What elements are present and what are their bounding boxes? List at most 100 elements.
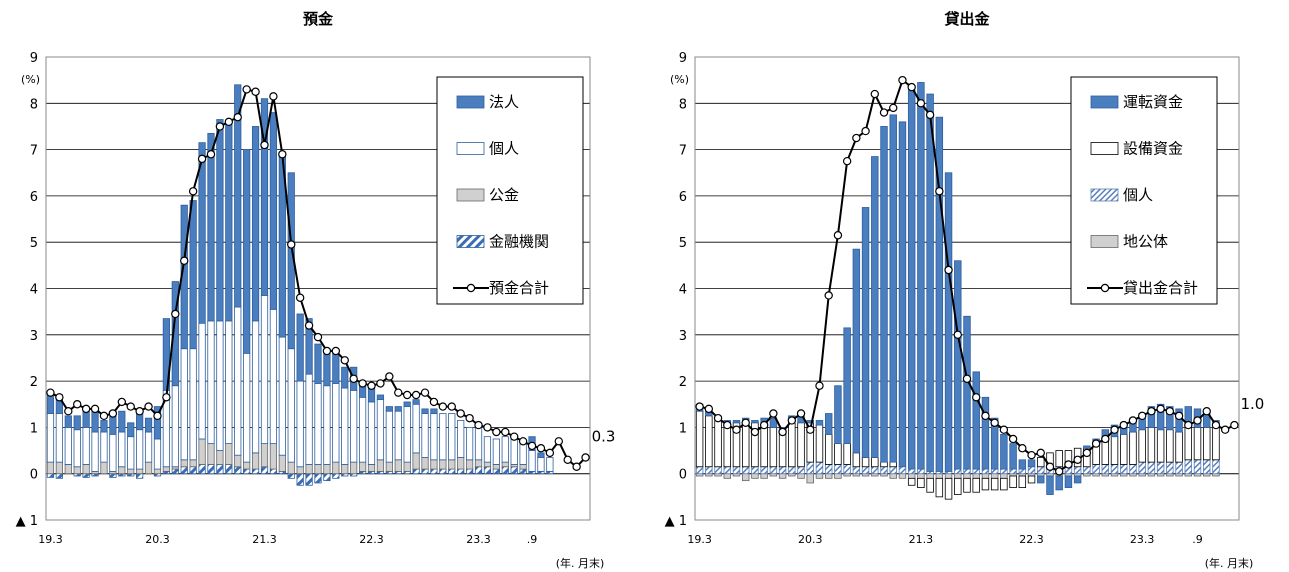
bar-公金: [270, 444, 276, 469]
bar-金融機関: [484, 467, 490, 474]
bar-個人: [172, 386, 178, 467]
bar-個人: [386, 411, 392, 462]
bar-個人: [217, 321, 223, 451]
total-point: [1185, 421, 1192, 428]
bar-個人: [92, 432, 98, 471]
bar-公金: [226, 444, 232, 465]
total-point: [118, 398, 125, 405]
total-point: [1139, 412, 1146, 419]
bar-運転資金: [1010, 444, 1017, 469]
legend-marker: [1101, 284, 1108, 291]
total-point: [714, 415, 721, 422]
total-point: [279, 151, 286, 158]
total-point: [466, 415, 473, 422]
bar-個人: [1194, 460, 1201, 474]
bar-法人: [252, 126, 258, 320]
bar-設備資金: [1056, 451, 1063, 467]
bar-個人: [742, 467, 749, 474]
bar-公金: [475, 460, 481, 467]
bar-金融機関: [422, 469, 428, 474]
bar-運転資金: [752, 420, 759, 422]
bar-公金: [502, 462, 508, 467]
bar-設備資金: [964, 478, 971, 492]
bar-設備資金: [788, 423, 795, 467]
bar-個人: [871, 467, 878, 474]
bar-運転資金: [844, 328, 851, 444]
bar-設備資金: [871, 457, 878, 466]
bar-法人: [422, 409, 428, 414]
total-point: [83, 405, 90, 412]
bar-地公体: [964, 474, 971, 479]
bar-運転資金: [1065, 476, 1072, 488]
bar-金融機関: [172, 469, 178, 474]
bar-設備資金: [844, 444, 851, 465]
bar-個人: [440, 414, 446, 460]
bar-個人: [190, 349, 196, 460]
bar-公金: [342, 464, 348, 473]
bar-個人: [413, 404, 419, 453]
bar-個人: [973, 469, 980, 474]
bar-地公体: [779, 474, 786, 479]
y-unit-label: (%): [670, 73, 689, 86]
total-point: [733, 426, 740, 433]
bar-設備資金: [991, 478, 998, 490]
bar-個人: [1111, 464, 1118, 473]
total-point: [127, 403, 134, 410]
bar-設備資金: [908, 478, 915, 485]
bar-個人: [342, 388, 348, 464]
y-tick-label: 6: [679, 190, 687, 205]
bar-地公体: [936, 474, 943, 479]
total-point: [430, 398, 437, 405]
total-point: [816, 382, 823, 389]
bar-公金: [261, 444, 267, 467]
bar-公金: [154, 469, 160, 474]
bar-個人: [1148, 462, 1155, 474]
bar-運転資金: [1047, 476, 1054, 495]
bar-公金: [56, 462, 62, 474]
bar-金融機関: [83, 474, 89, 478]
y-unit-label: (%): [21, 73, 40, 86]
bar-公金: [413, 453, 419, 469]
total-point: [573, 463, 580, 470]
bar-個人: [918, 469, 925, 474]
bar-設備資金: [1120, 434, 1127, 464]
total-point: [207, 151, 214, 158]
total-point: [890, 104, 897, 111]
bar-個人: [208, 321, 214, 444]
bar-金融機関: [288, 474, 294, 479]
y-tick-label: 8: [30, 97, 38, 112]
bar-金融機関: [457, 469, 463, 474]
total-point: [1157, 405, 1164, 412]
loans-chart: 貸出金▲ 10123456789(%)19.3 20.3 21.3 22.3 23.3.…: [649, 0, 1289, 572]
total-point: [825, 292, 832, 299]
total-point: [844, 158, 851, 165]
bar-運転資金: [853, 249, 860, 453]
bar-設備資金: [1001, 478, 1008, 490]
bar-設備資金: [770, 427, 777, 466]
bar-個人: [1102, 464, 1109, 473]
bar-金融機関: [235, 467, 241, 474]
bar-金融機関: [520, 469, 526, 474]
y-tick-label: 3: [679, 329, 687, 344]
bar-運転資金: [862, 207, 869, 457]
bar-公金: [359, 462, 365, 471]
bar-個人: [881, 467, 888, 474]
bar-運転資金: [899, 122, 906, 467]
bar-個人: [484, 437, 490, 462]
bar-金融機関: [511, 467, 517, 474]
bar-法人: [538, 453, 544, 458]
bar-公金: [101, 462, 107, 474]
bar-法人: [101, 420, 107, 432]
bar-公金: [306, 464, 312, 473]
bar-個人: [377, 400, 383, 460]
y-tick-label: 8: [679, 97, 687, 112]
bar-設備資金: [1111, 437, 1118, 465]
bar-地公体: [927, 474, 934, 479]
bar-金融機関: [252, 469, 258, 474]
total-point: [484, 424, 491, 431]
bar-個人: [226, 321, 232, 444]
bar-地公体: [899, 474, 906, 479]
bar-運転資金: [927, 94, 934, 471]
bar-公金: [457, 457, 463, 469]
bar-法人: [333, 351, 339, 383]
